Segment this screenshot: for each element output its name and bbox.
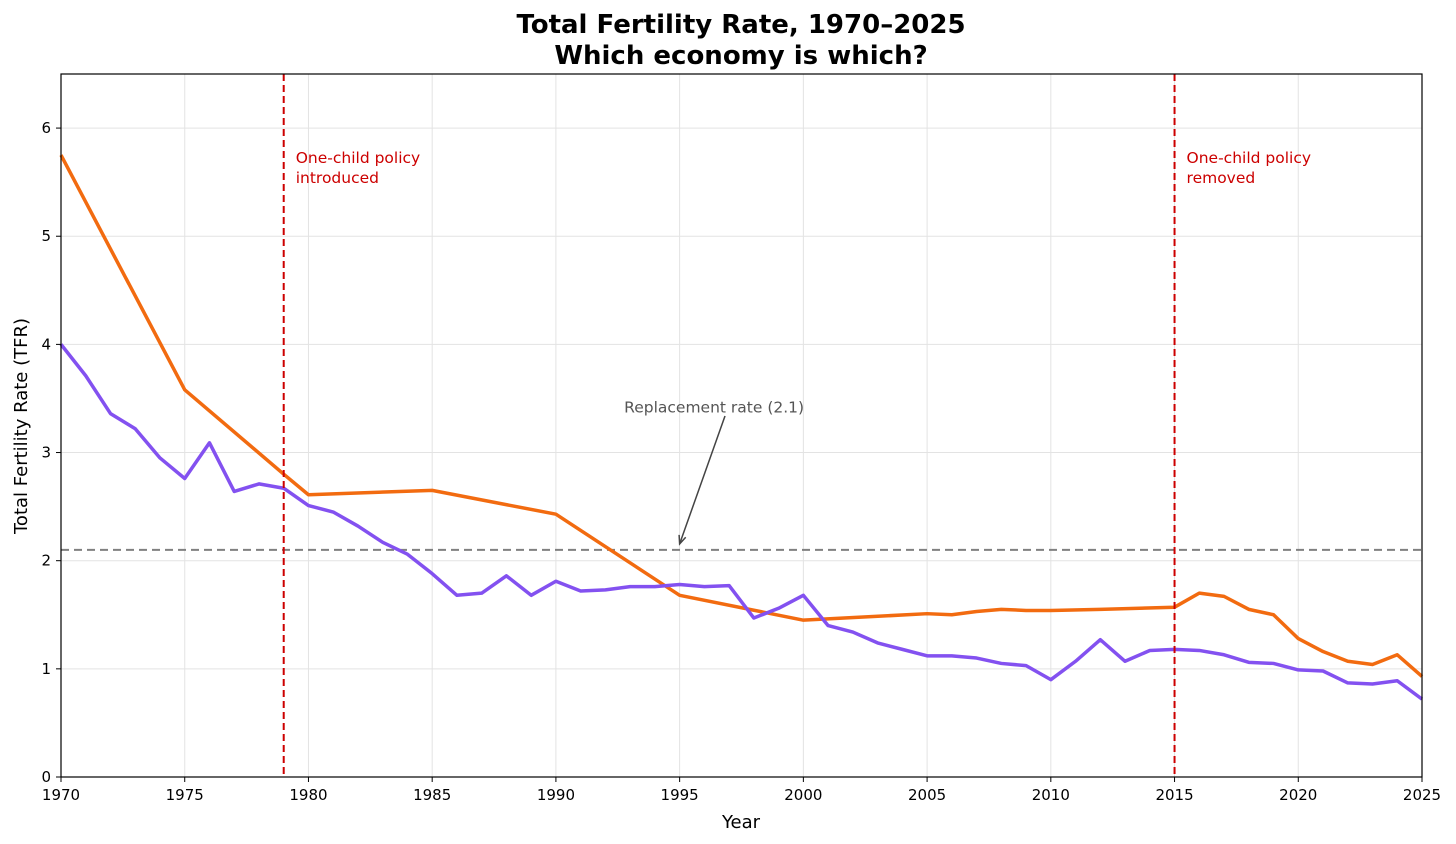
y-tick-label: 0: [41, 768, 51, 786]
x-tick-label: 2015: [1155, 786, 1193, 804]
y-tick-label: 5: [41, 227, 51, 245]
plot-frame: [60, 73, 1423, 778]
chart-subtitle: Which economy is which?: [554, 41, 927, 71]
x-axis-label: Year: [721, 812, 761, 833]
x-tick-label: 2005: [908, 786, 946, 804]
arrow-head-icon: [678, 534, 687, 546]
x-tick-label: 1990: [537, 786, 575, 804]
annotation-arrow: [678, 415, 726, 545]
policy-annotation: removed: [1187, 169, 1256, 187]
y-tick-label: 6: [41, 119, 51, 137]
series-group: [59, 154, 1424, 701]
x-tick-label: 1970: [42, 786, 80, 804]
policy-annotation: introduced: [296, 169, 379, 187]
x-tick-label: 1980: [289, 786, 327, 804]
x-tick-label: 2000: [784, 786, 822, 804]
x-tick-label: 2025: [1403, 786, 1441, 804]
ticks: 1970 1975 1980 1985 1990 1995 2000 2005 2010 2015…: [41, 119, 1441, 804]
series-line-orange: [59, 154, 1424, 678]
y-axis-label: Total Fertility Rate (TFR): [11, 318, 32, 535]
x-tick-label: 1985: [413, 786, 451, 804]
y-tick-label: 1: [41, 660, 51, 678]
y-tick-label: 2: [41, 552, 51, 570]
x-tick-label: 1975: [166, 786, 204, 804]
policy-annotation: One-child policy: [296, 149, 421, 167]
series-line-purple: [59, 343, 1424, 701]
x-tick-label: 2020: [1279, 786, 1317, 804]
policy-annotation: One-child policy: [1187, 149, 1312, 167]
y-tick-label: 3: [41, 444, 51, 462]
chart-title: Total Fertility Rate, 1970–2025: [516, 10, 965, 40]
x-tick-label: 2010: [1032, 786, 1070, 804]
annotations: One-child policy introduced One-child poli…: [282, 74, 1312, 777]
y-tick-label: 4: [41, 335, 51, 353]
replacement-rate-annotation: Replacement rate (2.1): [624, 398, 804, 416]
x-tick-label: 1995: [661, 786, 699, 804]
